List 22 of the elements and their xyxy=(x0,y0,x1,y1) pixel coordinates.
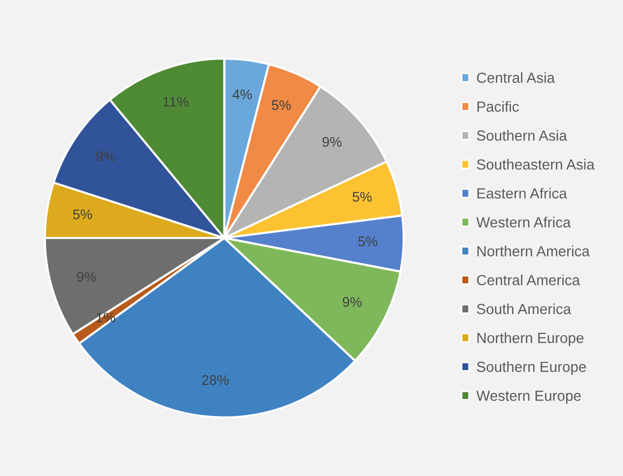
data-label: 9% xyxy=(322,136,342,147)
legend-label: Western Europe xyxy=(476,390,581,404)
legend-label: Southern Asia xyxy=(476,130,568,141)
data-label: 5% xyxy=(73,210,92,220)
data-label: 4% xyxy=(232,90,252,100)
data-label: 28% xyxy=(202,375,229,385)
legend-label: Central Asia xyxy=(477,72,555,83)
legend-label: Pacific xyxy=(477,101,519,112)
legend-label: Southeastern Asia xyxy=(476,158,595,170)
legend-label: Central America xyxy=(477,274,580,286)
data-label: 5% xyxy=(358,236,378,246)
data-label: 9% xyxy=(96,151,116,162)
legend-label: Eastern Africa xyxy=(477,188,568,199)
legend-label: Northern Europe xyxy=(477,332,584,346)
legend-label: Southern Europe xyxy=(476,361,586,375)
data-label: 9% xyxy=(342,297,362,307)
legend-label: Western Africa xyxy=(476,216,571,228)
legend-label: South America xyxy=(476,303,572,314)
data-label: 5% xyxy=(352,192,372,202)
data-label: 11% xyxy=(163,96,189,107)
legend-label: Northern America xyxy=(477,246,590,256)
data-label: 5% xyxy=(272,100,291,110)
